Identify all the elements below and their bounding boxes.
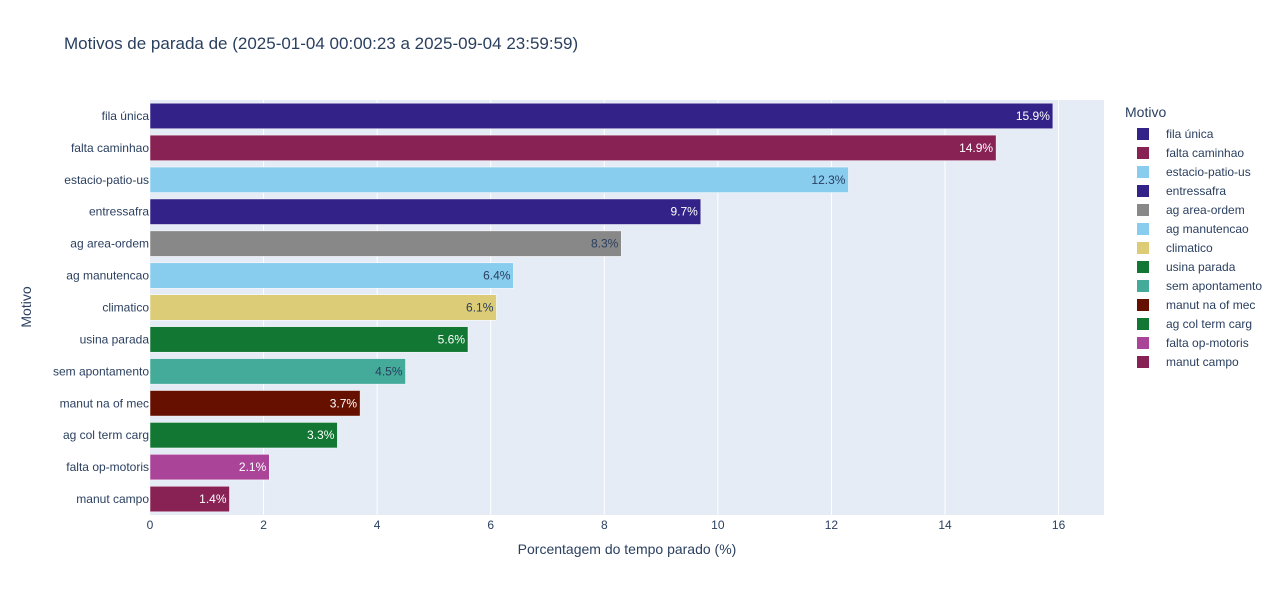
x-tick-label: 0: [147, 518, 154, 532]
bar: [149, 486, 230, 513]
legend-item[interactable]: entressafra: [1125, 181, 1262, 200]
legend-swatch: [1137, 317, 1149, 330]
x-axis-title: Porcentagem do tempo parado (%): [517, 541, 737, 557]
y-tick-label: ag manutencao: [66, 269, 149, 283]
legend-label: estacio-patio-us: [1166, 164, 1251, 179]
data-label: 4.5%: [375, 364, 403, 378]
legend-label: manut na of mec: [1166, 297, 1256, 312]
y-tick-label: falta caminhao: [71, 141, 149, 155]
legend-swatch: [1137, 165, 1149, 178]
legend-item[interactable]: manut campo: [1125, 352, 1262, 371]
legend-item[interactable]: ag col term carg: [1125, 314, 1262, 333]
y-tick-label: fila única: [102, 109, 150, 123]
legend-item[interactable]: usina parada: [1125, 257, 1262, 276]
legend-swatch: [1137, 355, 1149, 368]
legend-item[interactable]: falta op-motoris: [1125, 333, 1262, 352]
legend-label: ag area-ordem: [1166, 202, 1245, 217]
legend-item[interactable]: estacio-patio-us: [1125, 162, 1262, 181]
data-label: 3.7%: [330, 396, 358, 410]
legend-title: Motivo: [1125, 104, 1167, 120]
y-tick-label: ag area-ordem: [70, 237, 149, 251]
y-axis-title: Motivo: [18, 286, 34, 328]
legend-label: usina parada: [1166, 259, 1236, 274]
x-tick-label: 4: [374, 518, 381, 532]
data-label: 6.4%: [483, 269, 511, 283]
y-tick-label: sem apontamento: [53, 364, 149, 378]
bar: [149, 166, 849, 193]
data-label: 3.3%: [307, 428, 335, 442]
data-label: 9.7%: [670, 205, 698, 219]
legend-swatch: [1137, 279, 1149, 292]
data-label: 6.1%: [466, 301, 494, 315]
y-tick-label: entressafra: [89, 205, 149, 219]
legend-swatch: [1137, 298, 1149, 311]
data-label: 12.3%: [811, 173, 845, 187]
legend-label: ag col term carg: [1166, 316, 1253, 331]
legend-item[interactable]: climatico: [1125, 238, 1262, 257]
bar: [149, 390, 361, 417]
legend-item[interactable]: ag manutencao: [1125, 219, 1262, 238]
legend-item[interactable]: ag area-ordem: [1125, 200, 1262, 219]
x-tick-label: 8: [601, 518, 608, 532]
data-label: 15.9%: [1016, 109, 1050, 123]
legend-swatch: [1137, 127, 1149, 140]
data-label: 2.1%: [239, 460, 267, 474]
y-tick-label: manut na of mec: [60, 396, 149, 410]
data-label: 8.3%: [591, 237, 619, 251]
legend-swatch: [1137, 241, 1149, 254]
bar: [149, 262, 514, 289]
x-tick-label: 10: [711, 518, 725, 532]
legend-item[interactable]: manut na of mec: [1125, 295, 1262, 314]
x-tick-label: 2: [260, 518, 267, 532]
bar: [149, 326, 469, 353]
bar: [149, 134, 997, 161]
bar: [149, 230, 622, 257]
legend: Motivo fila única falta caminhao estacio-p…: [1125, 104, 1262, 371]
y-tick-label: ag col term carg: [63, 428, 149, 442]
legend-item[interactable]: fila única: [1125, 124, 1262, 143]
legend-item[interactable]: sem apontamento: [1125, 276, 1262, 295]
bar: [149, 294, 497, 321]
bar: [149, 422, 338, 449]
y-tick-label: estacio-patio-us: [64, 173, 149, 187]
y-tick-label: manut campo: [76, 492, 149, 506]
y-tick-label: usina parada: [80, 332, 150, 346]
legend-label: climatico: [1166, 240, 1213, 255]
x-tick-label: 16: [1052, 518, 1066, 532]
data-label: 5.6%: [438, 332, 466, 346]
legend-swatch: [1137, 260, 1149, 273]
legend-swatch: [1137, 146, 1149, 159]
legend-swatch: [1137, 336, 1149, 349]
y-tick-label: falta op-motoris: [66, 460, 149, 474]
bar: [149, 454, 270, 481]
x-tick-label: 14: [938, 518, 952, 532]
legend-label: ag manutencao: [1166, 221, 1249, 236]
legend-swatch: [1137, 184, 1149, 197]
legend-label: manut campo: [1166, 354, 1239, 369]
legend-item[interactable]: falta caminhao: [1125, 143, 1262, 162]
legend-label: falta caminhao: [1166, 145, 1245, 160]
legend-label: fila única: [1166, 126, 1214, 141]
bar: [149, 358, 406, 385]
legend-label: entressafra: [1166, 183, 1227, 198]
data-label: 1.4%: [199, 492, 227, 506]
data-label: 14.9%: [959, 141, 993, 155]
legend-label: sem apontamento: [1166, 278, 1263, 293]
legend-swatch: [1137, 222, 1149, 235]
y-tick-label: climatico: [102, 301, 149, 315]
legend-label: falta op-motoris: [1166, 335, 1249, 350]
x-tick-label: 6: [487, 518, 494, 532]
legend-swatch: [1137, 203, 1149, 216]
chart-title: Motivos de parada de (2025-01-04 00:00:2…: [64, 34, 579, 53]
x-tick-label: 12: [825, 518, 839, 532]
bar: [149, 102, 1054, 129]
bar: [149, 198, 702, 225]
